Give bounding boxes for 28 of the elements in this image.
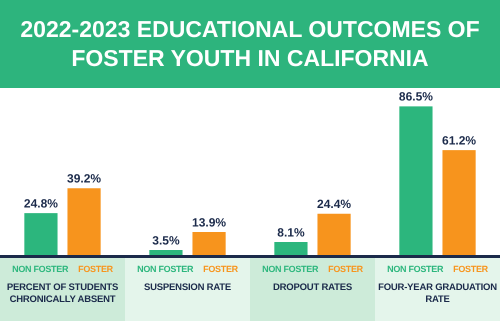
series-label: NON FOSTER xyxy=(12,264,68,274)
data-label: 8.1% xyxy=(277,225,305,240)
text: FOSTER xyxy=(453,264,488,274)
bar xyxy=(317,214,351,256)
x-tick-label: PERCENT OF STUDENTS CHRONICALLY ABSENT xyxy=(6,282,120,306)
data-label: 24.4% xyxy=(317,197,352,212)
series-label: FOSTER xyxy=(78,264,113,274)
bar xyxy=(67,188,101,256)
text: NON FOSTER xyxy=(137,264,194,274)
text: FOSTER xyxy=(203,264,238,274)
bar xyxy=(399,106,433,256)
chart-title: 2022-2023 EDUCATIONAL OUTCOMES OF FOSTER YOUTH IN CALIFORNIA xyxy=(0,0,500,88)
data-label: 13.9% xyxy=(192,215,226,230)
data-label: 86.5% xyxy=(398,90,434,104)
data-label: 24.8% xyxy=(24,196,58,210)
text: NON FOSTER xyxy=(387,264,444,274)
bar xyxy=(192,232,226,256)
data-label: 3.5% xyxy=(152,233,180,248)
x-tick-label: FOUR-YEAR GRADUATION RATE xyxy=(378,282,497,306)
x-tick-label: DROPOUT RATES xyxy=(272,282,354,294)
text: NON FOSTER xyxy=(262,264,318,274)
data-label: 39.2% xyxy=(67,172,102,186)
text: FOSTER xyxy=(328,264,363,274)
bar xyxy=(442,150,476,256)
bar xyxy=(24,213,58,256)
x-tick-label: SUSPENSION RATE xyxy=(142,282,232,294)
bar xyxy=(274,242,308,256)
data-label: 61.2% xyxy=(442,133,476,148)
